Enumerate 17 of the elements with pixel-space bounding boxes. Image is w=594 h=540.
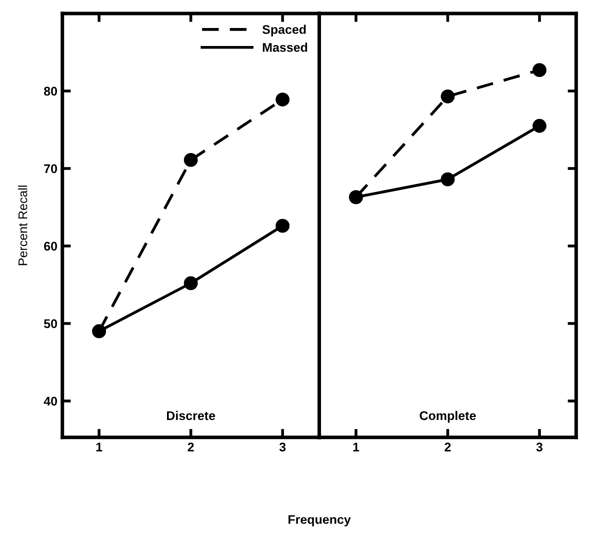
y-tick-label: 80 <box>44 86 57 96</box>
y-axis-title: Percent Recall <box>18 186 28 266</box>
x-tick-label: 3 <box>536 442 543 452</box>
x-tick-label: 2 <box>444 442 451 452</box>
annotation: Discrete <box>166 410 216 420</box>
legend-label: Spaced <box>262 24 306 36</box>
y-tick-label: 40 <box>44 396 57 406</box>
x-tick-label: 1 <box>353 442 360 452</box>
y-tick-label: 50 <box>44 319 57 328</box>
legend-label: Massed <box>262 42 308 52</box>
y-tick-label: 60 <box>44 242 57 251</box>
x-tick-label: 1 <box>96 442 102 452</box>
annotation: Complete <box>420 410 476 423</box>
x-tick-label: 2 <box>188 442 194 452</box>
x-axis-title: Frequency <box>288 515 351 526</box>
x-tick-label: 3 <box>279 442 286 452</box>
y-tick-label: 70 <box>44 164 57 174</box>
